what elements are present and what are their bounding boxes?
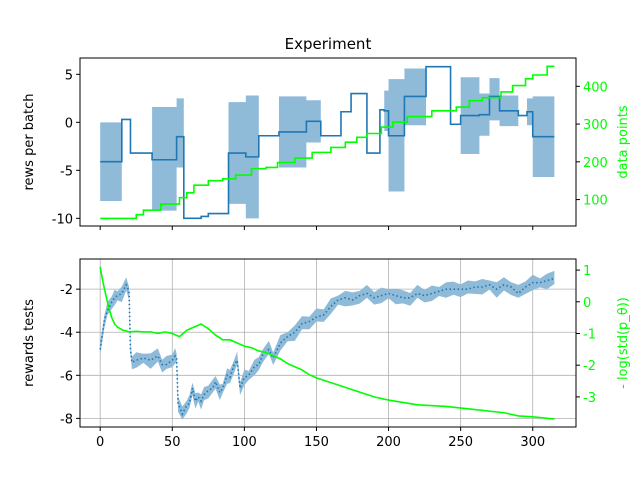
bottom-ytick-right-label: 1: [583, 264, 591, 279]
bottom-ytick-label: -8: [60, 412, 73, 427]
bottom-neg-log-std-line: [99, 266, 555, 420]
bottom-ytick-right-label: 0: [583, 296, 591, 311]
top-std-band: [100, 66, 555, 219]
top-ytick-label: -10: [52, 212, 73, 227]
top-ytick-right-label: 200: [583, 156, 608, 171]
bottom-ytick-right-label: -2: [583, 359, 596, 374]
bottom-xtick-label: 50: [164, 435, 181, 450]
bottom-ytick-right-label: -1: [583, 327, 596, 342]
bottom-ytick-label: -4: [60, 326, 73, 341]
top-mean-reward-line: [100, 65, 555, 220]
bottom-rewards-band: [100, 270, 555, 420]
top-ytick-right-label: 100: [583, 194, 608, 209]
bottom-xtick-label: 150: [304, 435, 329, 450]
bottom-ytick-label: -6: [60, 369, 73, 384]
top-ytick-label: 5: [65, 68, 73, 83]
bottom-ytick-right-label: -3: [583, 391, 596, 406]
bottom-ytick-label: -2: [60, 283, 73, 298]
bottom-chart-rewards-tests: -8 -6 -4 -2 -3 -2 -1 0 1 0 50 100 150 200 250 300 reward…: [22, 258, 631, 450]
chart-title: Experiment: [285, 35, 372, 53]
top-ytick-label: 0: [65, 116, 73, 131]
top-chart-rewards-per-batch: -10 -5 0 5 100 200 300 400 rews per batch data po…: [22, 57, 631, 230]
bottom-xtick-label: 300: [520, 435, 545, 450]
bottom-axes-frame: [79, 258, 577, 428]
bottom-ylabel-right: - log(std(p_θ)): [616, 297, 631, 389]
top-ylabel: rews per batch: [22, 93, 37, 190]
bottom-ylabel: rewards tests: [22, 299, 37, 387]
top-axes-frame: [79, 57, 577, 227]
top-ytick-label: -5: [60, 164, 73, 179]
bottom-xtick-label: 100: [232, 435, 257, 450]
top-data-points-line: [100, 65, 555, 220]
top-ytick-right-label: 400: [583, 80, 608, 95]
top-ylabel-right: data points: [616, 105, 631, 179]
bottom-xtick-label: 0: [96, 435, 104, 450]
bottom-xtick-label: 200: [376, 435, 401, 450]
top-ytick-right-label: 300: [583, 118, 608, 133]
bottom-xtick-label: 250: [448, 435, 473, 450]
